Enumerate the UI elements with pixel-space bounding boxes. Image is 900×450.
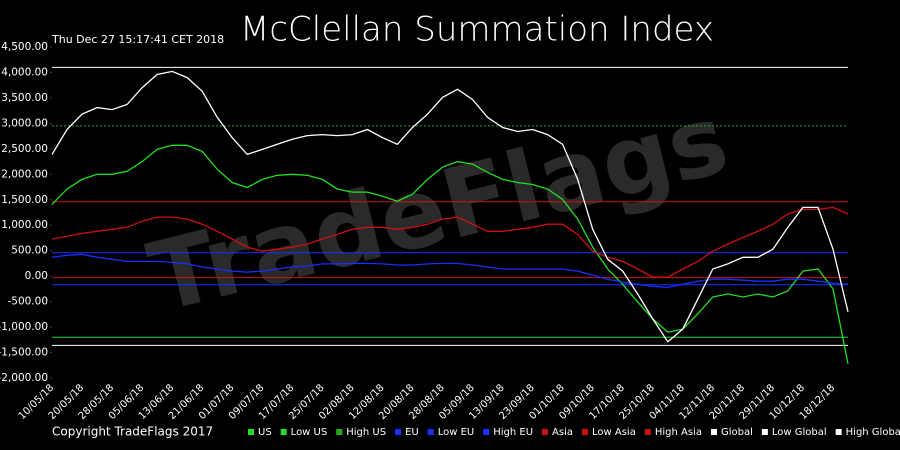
legend-label: Low Asia <box>592 427 636 438</box>
legend-swatch <box>395 429 402 435</box>
y-tick-label: -1,500.00 <box>0 347 48 359</box>
legend-label: High Global <box>846 427 900 438</box>
y-tick-label: 1,000.00 <box>1 219 48 231</box>
y-tick-label: 2,500.00 <box>1 143 48 155</box>
subtitle: Thu Dec 27 15:17:41 CET 2018 <box>51 33 224 46</box>
legend-label: Low EU <box>438 427 475 438</box>
copyright: Copyright TradeFlags 2017 <box>52 425 213 439</box>
y-tick-label: 500.00 <box>11 245 48 257</box>
y-tick-label: 1,500.00 <box>1 194 48 206</box>
legend-label: High US <box>346 427 386 438</box>
legend-label: Low Global <box>772 427 827 438</box>
legend-label: Asia <box>552 427 573 438</box>
series-line <box>51 206 849 278</box>
legend-swatch <box>835 429 842 435</box>
y-tick-label: 3,000.00 <box>1 117 48 129</box>
legend-swatch <box>761 429 768 435</box>
series-line <box>51 70 849 343</box>
series-line <box>51 253 849 289</box>
y-tick-label: -500.00 <box>7 296 48 308</box>
y-tick-label: 0.00 <box>25 270 48 282</box>
legend-label: US <box>258 427 272 438</box>
series-line <box>51 144 849 364</box>
legend-swatch <box>710 429 717 435</box>
legend-swatch <box>248 429 254 435</box>
y-tick-label: 4,500.00 <box>1 41 48 53</box>
legend-swatch <box>336 429 343 435</box>
y-tick-label: 3,500.00 <box>1 92 48 104</box>
legend-label: Low US <box>291 427 328 438</box>
y-tick-label: -1,000.00 <box>0 321 48 333</box>
legend-swatch <box>644 429 651 435</box>
legend-swatch <box>483 429 490 435</box>
y-tick-label: -2,000.00 <box>0 372 48 384</box>
legend-label: Global <box>721 427 753 438</box>
legend-label: EU <box>405 427 419 438</box>
y-tick-label: 4,000.00 <box>1 66 48 78</box>
legend-label: High Asia <box>655 427 702 438</box>
legend-swatch <box>427 429 434 435</box>
y-tick-label: 2,000.00 <box>1 168 48 180</box>
legend-label: High EU <box>493 427 533 438</box>
legend-swatch <box>542 429 549 435</box>
legend-swatch <box>280 429 287 435</box>
legend-swatch <box>582 429 588 435</box>
chart-title: McClellan Summation Index <box>240 10 714 50</box>
